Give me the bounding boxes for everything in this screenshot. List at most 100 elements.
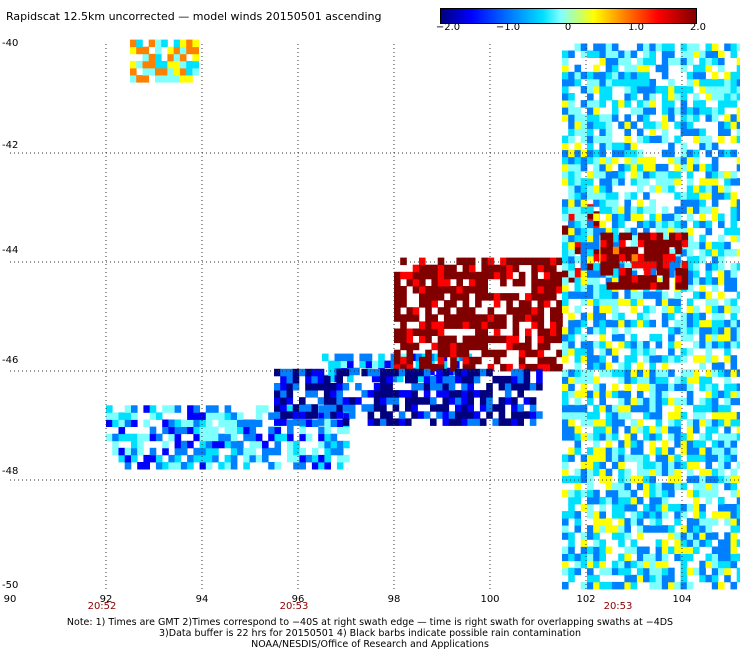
data-cell <box>218 462 225 470</box>
data-cell <box>674 475 681 484</box>
data-cell <box>568 489 575 498</box>
data-cell <box>230 440 238 449</box>
data-cell <box>649 93 656 101</box>
data-cell <box>636 163 644 172</box>
data-cell <box>456 349 463 358</box>
data-cell <box>468 307 476 315</box>
data-cell <box>661 234 669 243</box>
data-cell <box>274 390 281 398</box>
data-cell <box>619 239 626 248</box>
data-cell <box>649 369 656 377</box>
data-cell <box>525 328 532 336</box>
data-cell <box>705 419 713 427</box>
data-cell <box>512 335 520 344</box>
data-cell <box>487 363 495 372</box>
data-cell <box>630 107 638 115</box>
data-cell <box>661 362 669 370</box>
data-cell <box>587 128 594 136</box>
data-cell <box>718 553 725 562</box>
data-cell <box>686 43 694 51</box>
data-cell <box>705 171 713 179</box>
data-cell <box>718 57 725 66</box>
data-cell <box>711 78 719 87</box>
lon-label: 104 <box>672 594 692 605</box>
data-cell <box>318 433 325 442</box>
data-cell <box>643 489 650 498</box>
data-cell <box>693 504 700 512</box>
data-cell <box>537 356 545 365</box>
data-cell <box>587 369 594 377</box>
data-cell <box>593 560 600 569</box>
data-cell <box>580 475 588 484</box>
data-cell <box>674 504 681 512</box>
data-cell <box>562 383 569 391</box>
data-cell <box>686 567 694 576</box>
data-cell <box>274 433 282 442</box>
lon-label: 100 <box>480 594 500 605</box>
data-cell <box>593 171 600 179</box>
data-cell <box>699 185 706 193</box>
data-cell <box>736 93 740 101</box>
data-cell <box>668 574 675 583</box>
data-cell <box>711 185 719 193</box>
data-cell <box>274 426 282 435</box>
data-cell <box>224 426 232 435</box>
data-cell <box>587 100 594 108</box>
data-cell <box>693 419 700 427</box>
data-cell <box>568 71 575 80</box>
data-cell <box>473 375 481 384</box>
data-cell <box>550 328 557 336</box>
data-cell <box>386 390 393 398</box>
data-cell <box>636 135 644 144</box>
data-cell <box>730 50 738 58</box>
data-cell <box>373 397 381 405</box>
data-cell <box>593 263 600 271</box>
data-cell <box>342 368 350 377</box>
data-cell <box>705 227 713 236</box>
data-cell <box>292 404 300 412</box>
data-cell <box>593 319 600 328</box>
data-cell <box>636 319 644 328</box>
data-cell <box>525 314 532 322</box>
data-cell <box>167 60 174 69</box>
data-cell <box>636 64 644 73</box>
data-cell <box>599 100 606 108</box>
data-cell <box>636 86 644 94</box>
data-cell <box>456 307 463 315</box>
data-cell <box>693 185 700 193</box>
data-cell <box>674 163 681 172</box>
data-cell <box>456 321 463 329</box>
data-cell <box>587 284 594 292</box>
data-cell <box>736 86 740 94</box>
data-cell <box>693 64 700 73</box>
data-cell <box>718 107 725 115</box>
data-cell <box>680 319 688 328</box>
data-cell <box>580 227 588 236</box>
data-cell <box>274 404 281 412</box>
data-cell <box>174 433 182 442</box>
data-cell <box>359 353 366 362</box>
data-cell <box>649 86 656 94</box>
data-cell <box>718 185 725 193</box>
data-cell <box>593 246 600 255</box>
data-cell <box>611 447 619 455</box>
data-cell <box>680 553 688 562</box>
data-cell <box>655 213 663 221</box>
data-cell <box>400 363 407 372</box>
data-cell <box>511 411 518 419</box>
data-cell <box>624 206 631 214</box>
data-cell <box>305 368 312 377</box>
data-cell <box>711 256 719 264</box>
data-cell <box>436 404 443 412</box>
data-cell <box>587 433 594 441</box>
data-cell <box>618 468 625 477</box>
data-cell <box>568 574 575 583</box>
data-cell <box>587 312 594 321</box>
data-cell <box>550 307 557 315</box>
data-cell <box>506 307 513 315</box>
data-cell <box>618 525 625 533</box>
data-cell <box>324 440 331 449</box>
data-cell <box>600 239 607 248</box>
colorbar-tick: −2.0 <box>435 22 461 33</box>
data-cell <box>686 57 694 66</box>
